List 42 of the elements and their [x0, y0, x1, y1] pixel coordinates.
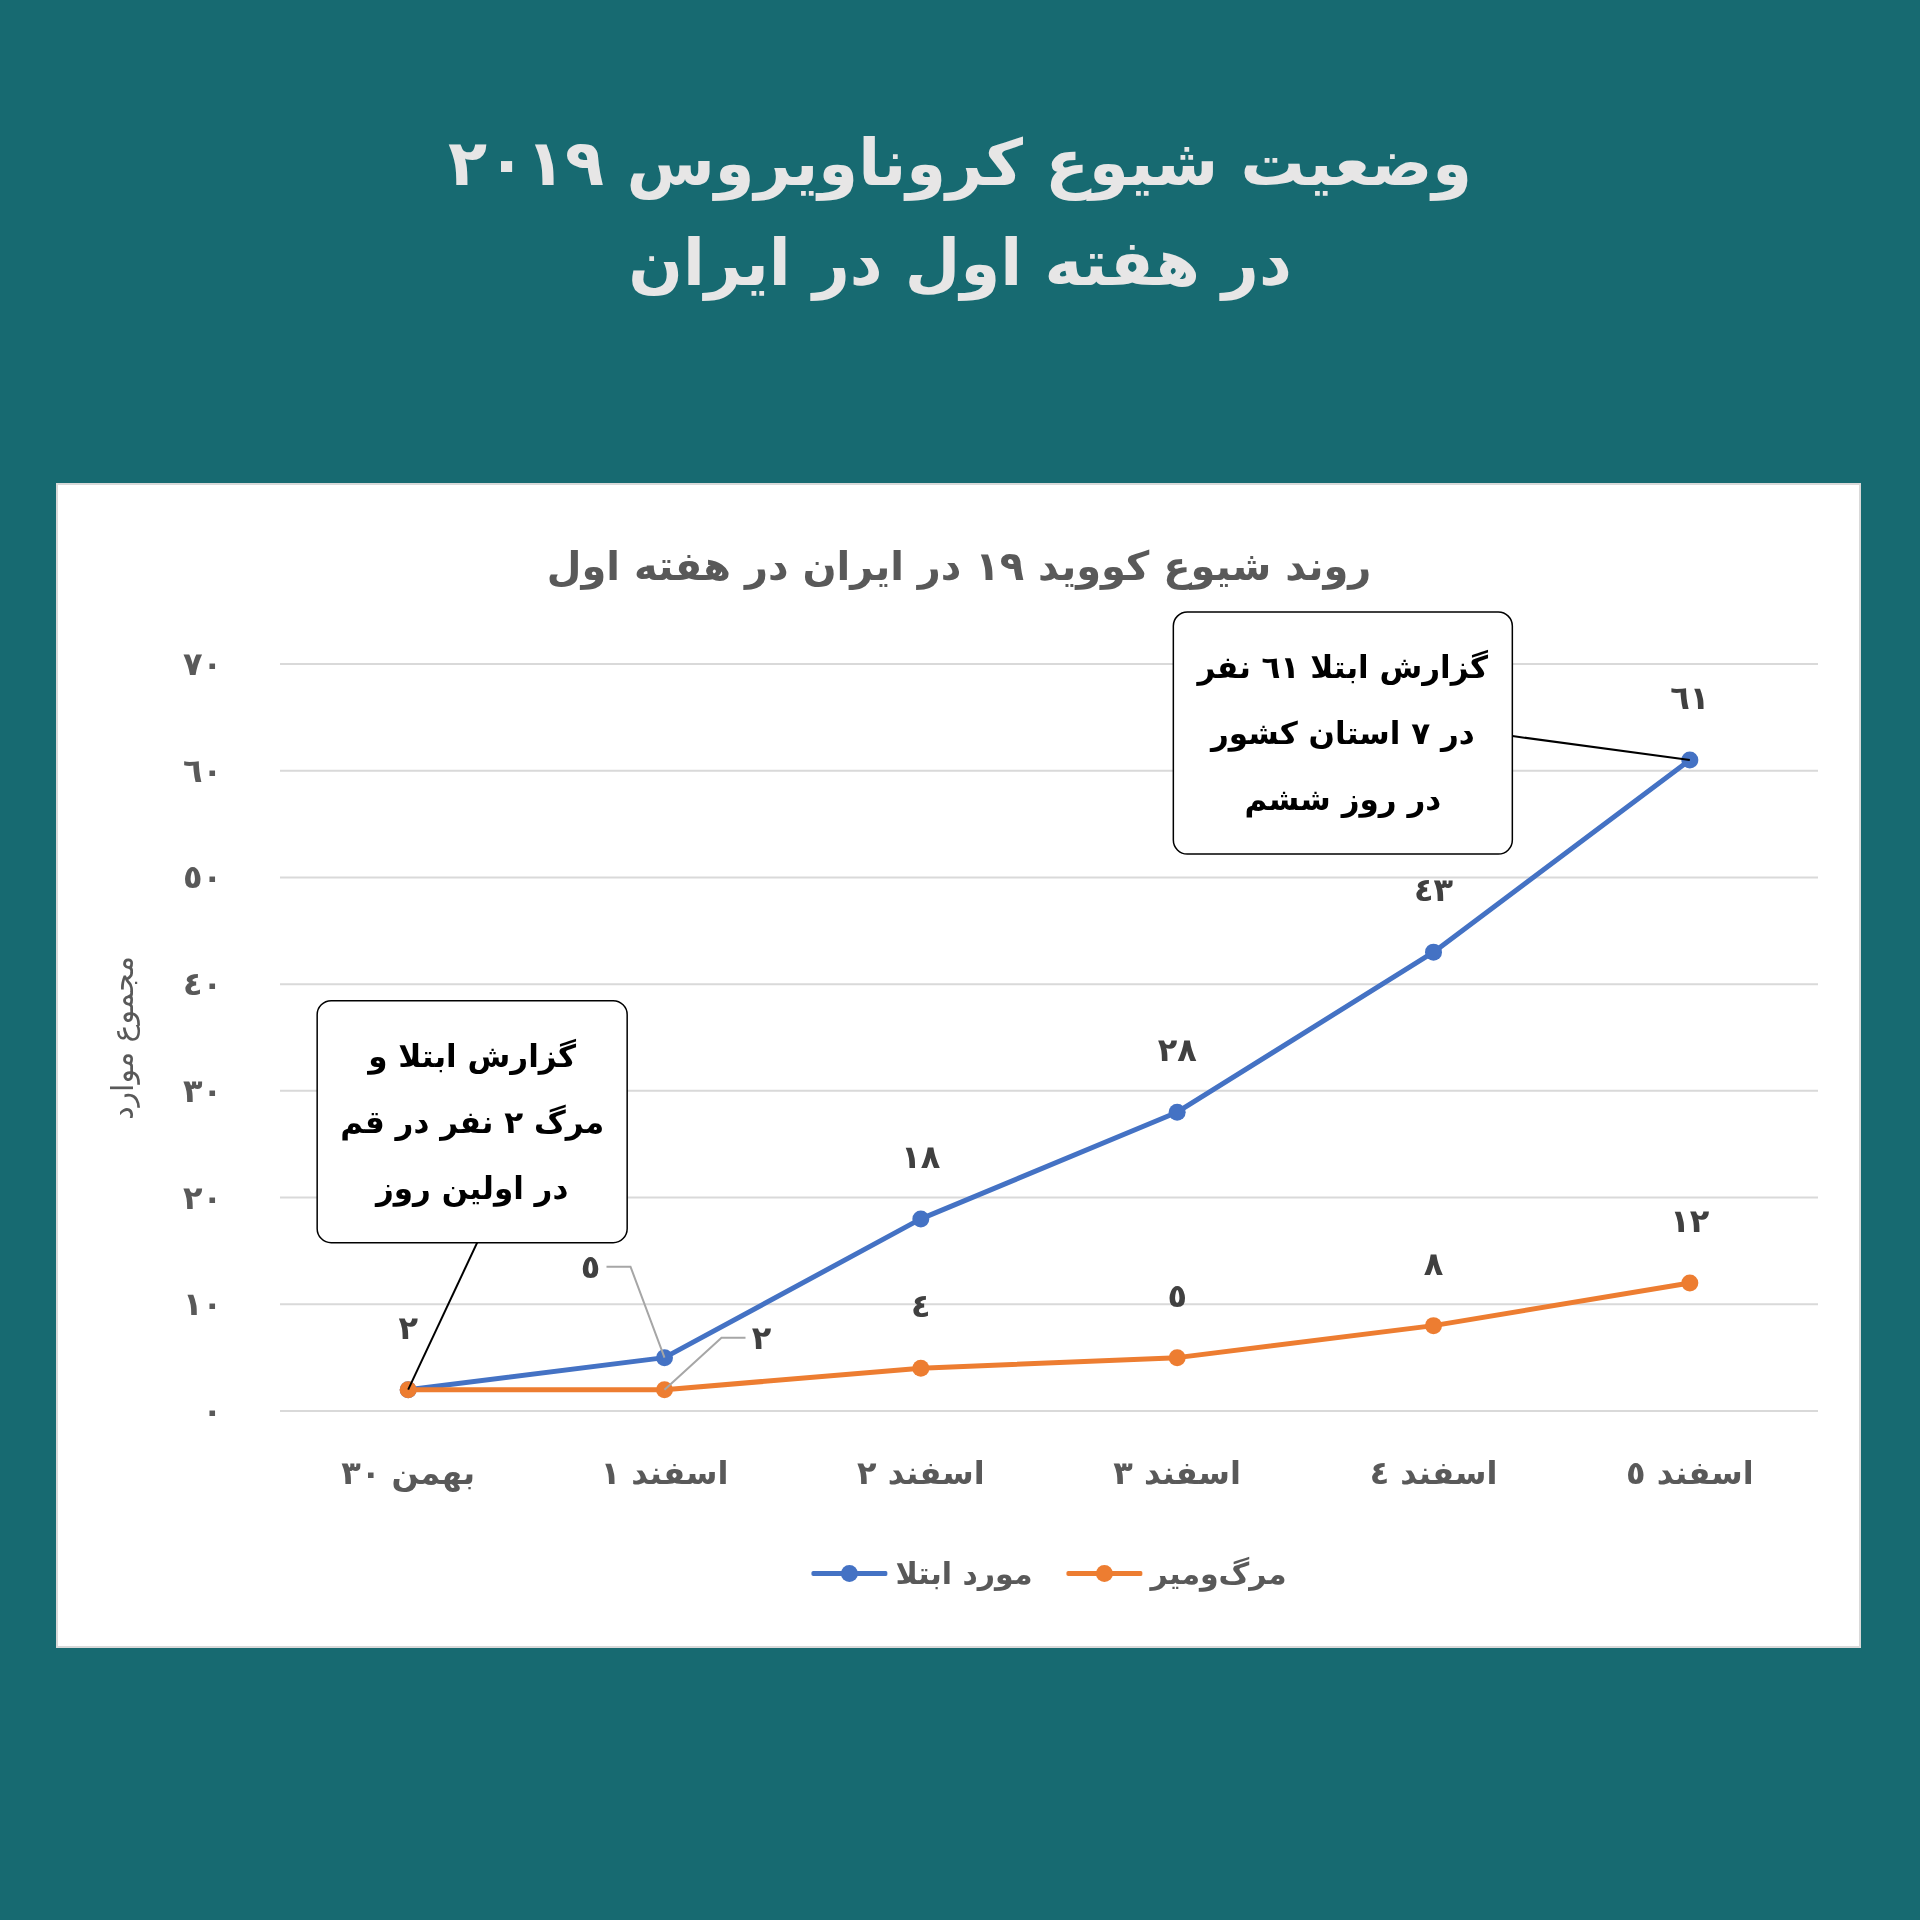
- data-label: ٦١: [1670, 678, 1710, 720]
- data-label: ٥: [580, 1246, 601, 1288]
- x-tick-label: اسفند ٢: [856, 1453, 985, 1494]
- point: [656, 1381, 673, 1399]
- data-label: ٤: [911, 1286, 931, 1328]
- annotation: گزارش ابتلا ٦١ نفر در ٧ استان کشور در روز ششم: [1195, 648, 1490, 820]
- y-tick-label: ٤٠: [182, 964, 222, 1006]
- chart-subtitle: روند شیوع کووید ١٩ در ایران در هفته اول: [546, 542, 1372, 592]
- y-tick-label: ٣٠: [182, 1070, 222, 1112]
- point: [656, 1349, 673, 1367]
- point: [912, 1210, 930, 1228]
- point: [1681, 751, 1699, 769]
- point: [1168, 1349, 1186, 1367]
- data-label: ٥: [1167, 1275, 1187, 1317]
- chart-title: وضعیت شیوع کروناویروس ٢٠١٩ در هفته اول در ایران: [446, 125, 1474, 303]
- y-tick-label: ٧٠: [182, 644, 222, 685]
- y-tick-label: ٢٠: [182, 1177, 222, 1219]
- point: [1681, 1274, 1699, 1292]
- point: [1168, 1103, 1186, 1121]
- annotation: گزارش ابتلا و مرگ ٢ نفر در قم در اولین روز: [339, 1036, 606, 1209]
- y-tick-label: ٠: [202, 1391, 222, 1432]
- point: [1425, 943, 1442, 961]
- y-tick-label: ١٠: [182, 1284, 222, 1326]
- data-label: ٢: [398, 1307, 418, 1349]
- data-label: ١٨: [901, 1136, 941, 1178]
- legend-label: مرگ‌ومیر: [1150, 1555, 1287, 1591]
- legend-label: مورد ابتلا: [895, 1555, 1033, 1591]
- x-tick-label: اسفند ١: [600, 1453, 729, 1494]
- data-label: ٢٨: [1157, 1030, 1197, 1072]
- y-axis-title: مجموع موارد: [103, 955, 141, 1120]
- x-tick-label: اسفند ٤: [1369, 1453, 1498, 1494]
- data-label: ٢: [751, 1317, 772, 1359]
- y-tick-label: ٥٠: [182, 857, 222, 899]
- x-tick-label: اسفند ٥: [1625, 1453, 1754, 1494]
- data-label: ١٢: [1670, 1200, 1710, 1242]
- data-label: ٤٣: [1413, 870, 1454, 912]
- point: [912, 1359, 930, 1377]
- y-tick-label: ٦٠: [182, 750, 222, 792]
- point: [1425, 1317, 1442, 1335]
- x-tick-label: اسفند ٣: [1113, 1453, 1241, 1494]
- x-tick-label: بهمن ٣٠: [341, 1453, 475, 1494]
- data-label: ٨: [1423, 1243, 1444, 1285]
